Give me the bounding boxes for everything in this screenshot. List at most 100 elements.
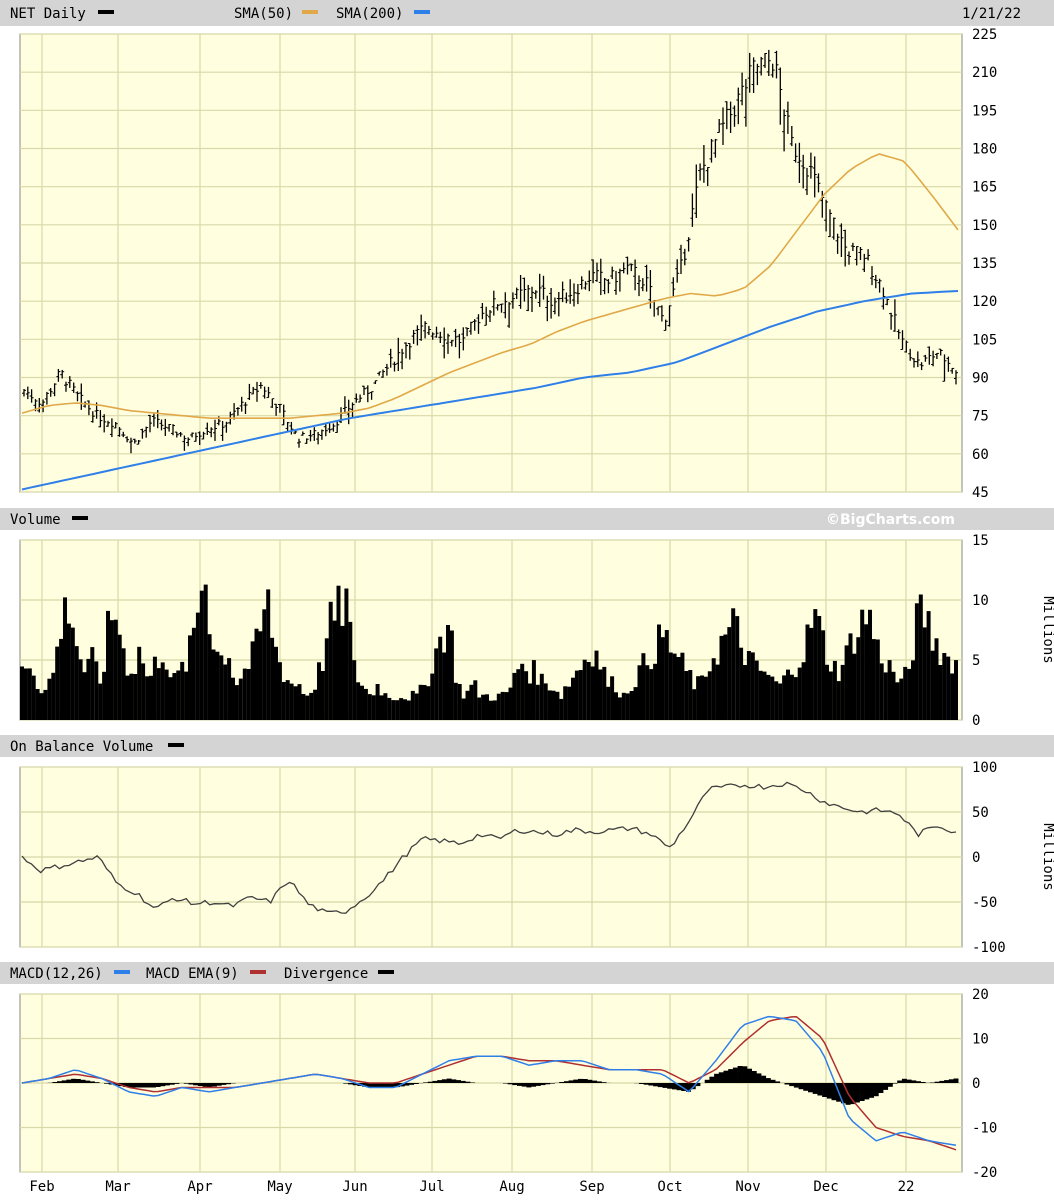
- volume-bar: [250, 641, 255, 720]
- divergence-bar: [869, 1083, 874, 1098]
- divergence-bar: [916, 1081, 921, 1083]
- volume-bar: [891, 671, 896, 720]
- volume-bar: [191, 627, 196, 720]
- divergence-bar: [456, 1080, 461, 1083]
- divergence-bar: [789, 1083, 795, 1087]
- volume-bar: [254, 628, 259, 720]
- volume-bar: [895, 682, 900, 720]
- divergence-bar: [817, 1083, 823, 1096]
- volume-bar: [782, 675, 787, 720]
- divergence-bar: [226, 1083, 231, 1085]
- volume-bar: [516, 669, 521, 720]
- divergence-bar: [423, 1082, 429, 1083]
- divergence-bar: [775, 1081, 781, 1083]
- volume-bar: [809, 627, 814, 720]
- volume-bar: [903, 666, 908, 720]
- divergence-bar: [183, 1083, 189, 1084]
- divergence-bar: [578, 1078, 583, 1083]
- volume-bar: [883, 672, 888, 720]
- obv-ylabel: Millions: [1040, 823, 1054, 890]
- divergence-bar: [502, 1083, 508, 1084]
- volume-bar: [59, 638, 64, 720]
- volume-bar: [207, 634, 212, 720]
- divergence-bar: [709, 1076, 715, 1083]
- volume-bar: [35, 689, 40, 720]
- volume-bar: [231, 677, 235, 720]
- volume-bar: [496, 693, 501, 720]
- macd-ema-legend-swatch: [250, 970, 266, 974]
- volume-bar: [371, 695, 376, 720]
- volume-bar: [141, 663, 146, 720]
- volume-bar: [590, 666, 595, 720]
- volume-bar: [793, 677, 798, 720]
- volume-bar: [954, 660, 958, 720]
- macd-header-bar: [0, 962, 1054, 984]
- ytick-obv-0: -100: [972, 940, 1006, 956]
- divergence-bar: [568, 1080, 574, 1083]
- volume-bar: [559, 698, 564, 720]
- divergence-bar: [953, 1078, 959, 1083]
- divergence-bar: [643, 1083, 649, 1085]
- volume-bar: [879, 663, 884, 720]
- divergence-bar: [686, 1083, 691, 1092]
- obv-legend-swatch: [168, 743, 184, 747]
- volume-bar: [543, 683, 548, 720]
- volume-bar: [160, 662, 165, 720]
- divergence-bar: [873, 1083, 879, 1097]
- divergence-bar: [695, 1083, 701, 1087]
- ytick-macd-2: 0: [972, 1076, 980, 1092]
- volume-bar: [320, 671, 325, 720]
- volume-bar: [43, 689, 48, 720]
- divergence-bar: [657, 1083, 663, 1088]
- volume-bar: [414, 693, 419, 720]
- divergence-bar: [385, 1083, 391, 1088]
- volume-bar: [500, 691, 505, 720]
- volume-bar: [180, 661, 185, 720]
- volume-bar: [582, 659, 587, 720]
- volume-bar: [868, 609, 872, 720]
- volume-bar: [328, 601, 333, 720]
- volume-bar: [531, 660, 536, 720]
- volume-bar: [348, 621, 353, 720]
- volume-bar: [739, 647, 744, 720]
- ytick-obv-2: 0: [972, 850, 980, 866]
- divergence-bar: [704, 1079, 710, 1083]
- volume-bar: [743, 665, 747, 720]
- sma200-line: [21, 290, 959, 491]
- divergence-bar: [944, 1080, 950, 1083]
- volume-bar: [465, 690, 470, 720]
- divergence-bar: [155, 1083, 161, 1087]
- volume-bar: [614, 692, 618, 720]
- volume-bar: [70, 627, 75, 720]
- volume-bar: [797, 667, 802, 720]
- macd-plot: [21, 1015, 959, 1151]
- ytick-price-4: 105: [972, 332, 997, 348]
- volume-bar: [762, 671, 767, 720]
- ytick-volume-3: 15: [972, 533, 989, 549]
- volume-bar: [871, 639, 876, 720]
- volume-bar: [375, 684, 380, 720]
- volume-bar: [383, 693, 388, 720]
- divergence-bar: [671, 1083, 677, 1090]
- divergence-bar: [521, 1083, 527, 1087]
- divergence-bar: [141, 1083, 147, 1088]
- divergence-legend-label: Divergence: [284, 966, 368, 982]
- volume-bar: [844, 645, 849, 720]
- ytick-macd-3: 10: [972, 1032, 989, 1048]
- divergence-bar: [188, 1083, 194, 1085]
- volume-bar: [403, 699, 407, 720]
- volume-bar: [473, 680, 478, 720]
- volume-bar: [528, 683, 532, 720]
- volume-bar: [805, 624, 810, 720]
- volume-bar: [102, 671, 107, 720]
- volume-bar: [766, 674, 771, 720]
- divergence-bar: [765, 1078, 771, 1083]
- divergence-bar: [221, 1083, 227, 1085]
- volume-bar: [727, 627, 732, 720]
- volume-bar: [754, 660, 759, 720]
- divergence-bar: [639, 1083, 644, 1084]
- volume-bar: [344, 588, 349, 720]
- divergence-bar: [207, 1083, 213, 1088]
- volume-bar: [238, 678, 243, 720]
- volume-bar: [106, 610, 110, 720]
